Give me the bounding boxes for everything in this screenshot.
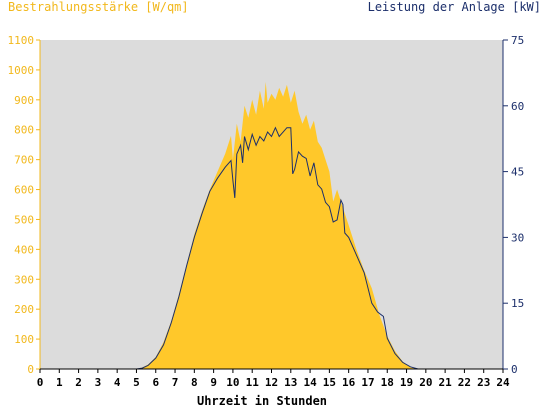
x-tick-label: 8 (191, 376, 198, 389)
x-tick-label: 0 (37, 376, 44, 389)
x-tick-label: 23 (477, 376, 490, 389)
x-tick-label: 2 (75, 376, 82, 389)
x-tick-label: 17 (361, 376, 374, 389)
x-tick-label: 4 (114, 376, 121, 389)
x-tick-label: 20 (419, 376, 432, 389)
x-tick-label: 14 (303, 376, 317, 389)
left-y-tick-label: 700 (14, 154, 34, 167)
left-y-ticks: 0 100 200 300 400 500 600 700 800 900 1000 1100 (8, 34, 40, 376)
left-y-tick-label: 800 (14, 124, 34, 137)
left-axis-title: Bestrahlungsstärke [W/qm] (8, 0, 189, 14)
right-y-tick-label: 30 (511, 231, 524, 244)
x-tick-label: 3 (95, 376, 102, 389)
right-y-tick-label: 15 (511, 297, 524, 310)
irradiance-area (40, 81, 503, 370)
x-axis-title: Uhrzeit in Stunden (197, 394, 327, 408)
left-y-tick-label: 300 (14, 273, 34, 286)
x-tick-label: 21 (439, 376, 453, 389)
left-y-tick-label: 500 (14, 213, 34, 226)
right-y-tick-label: 75 (511, 34, 524, 47)
left-y-tick-label: 0 (27, 363, 34, 376)
x-tick-label: 1 (56, 376, 63, 389)
left-y-tick-label: 900 (14, 94, 34, 107)
x-tick-label: 12 (265, 376, 278, 389)
left-y-tick-label: 400 (14, 243, 34, 256)
left-y-tick-label: 100 (14, 333, 34, 346)
x-tick-label: 9 (210, 376, 217, 389)
x-tick-label: 15 (323, 376, 336, 389)
x-tick-label: 16 (342, 376, 356, 389)
x-tick-label: 10 (226, 376, 239, 389)
right-y-tick-label: 60 (511, 100, 524, 113)
left-y-tick-label: 200 (14, 303, 34, 316)
x-tick-label: 6 (152, 376, 159, 389)
x-tick-label: 11 (246, 376, 260, 389)
x-ticks: 0 1 2 3 4 5 6 7 8 9 10 11 12 13 14 15 16 17 18 19 20 21 22 23 24 (37, 369, 510, 389)
left-y-tick-label: 1000 (8, 64, 35, 77)
right-axis-title: Leistung der Anlage [kW] (368, 0, 541, 14)
x-tick-label: 5 (133, 376, 140, 389)
x-tick-label: 19 (400, 376, 413, 389)
x-tick-label: 13 (284, 376, 297, 389)
left-y-tick-label: 1100 (8, 34, 35, 47)
right-y-tick-label: 0 (511, 363, 518, 376)
x-tick-label: 22 (458, 376, 471, 389)
x-tick-label: 24 (496, 376, 510, 389)
left-y-tick-label: 600 (14, 184, 34, 197)
x-tick-label: 7 (172, 376, 179, 389)
power-line (40, 126, 503, 370)
right-y-ticks: 0 15 30 45 60 75 (503, 34, 524, 376)
x-tick-label: 18 (381, 376, 394, 389)
right-y-tick-label: 45 (511, 166, 524, 179)
